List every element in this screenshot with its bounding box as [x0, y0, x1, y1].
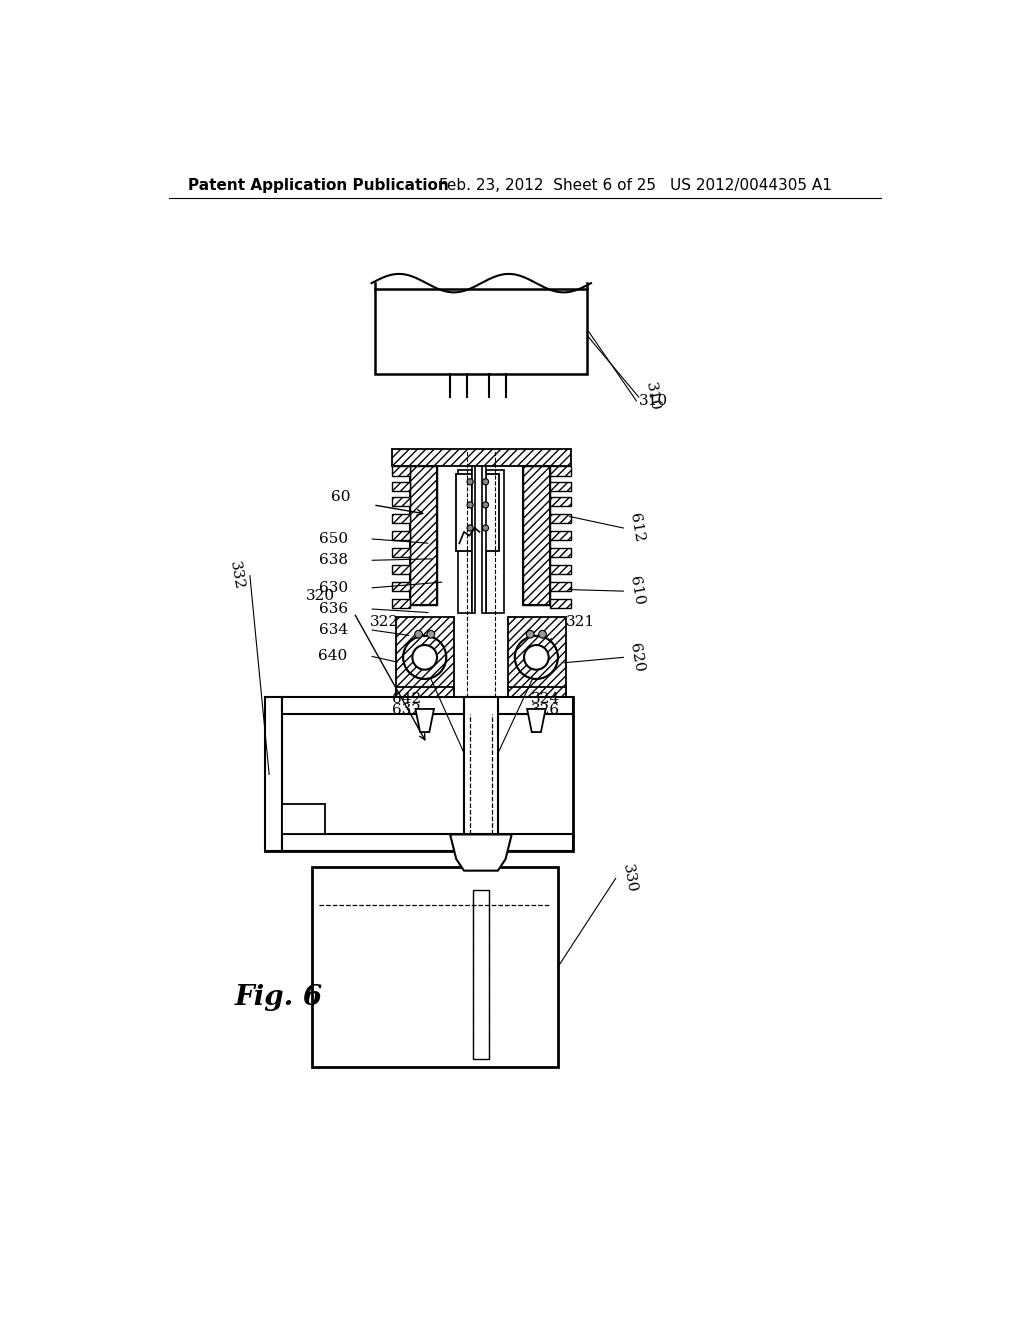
- Bar: [550, 531, 571, 540]
- Bar: [485, 470, 504, 612]
- Bar: [523, 466, 550, 605]
- Bar: [550, 582, 571, 591]
- Bar: [283, 834, 573, 851]
- Text: 321: 321: [565, 615, 595, 628]
- Bar: [523, 466, 550, 605]
- Bar: [392, 466, 410, 475]
- Text: 310: 310: [643, 381, 662, 413]
- Text: 642: 642: [392, 692, 422, 706]
- Bar: [550, 599, 571, 609]
- Text: Patent Application Publication: Patent Application Publication: [188, 178, 450, 193]
- Circle shape: [482, 502, 488, 508]
- Text: 322: 322: [370, 615, 398, 628]
- Circle shape: [413, 645, 437, 669]
- Bar: [482, 466, 485, 612]
- Bar: [265, 697, 283, 851]
- Bar: [392, 548, 410, 557]
- Text: 330: 330: [620, 863, 638, 894]
- Bar: [472, 466, 475, 612]
- Bar: [311, 867, 558, 1067]
- Bar: [457, 474, 472, 552]
- Bar: [392, 482, 410, 491]
- Bar: [550, 548, 571, 557]
- Text: 632: 632: [392, 704, 422, 718]
- Bar: [392, 599, 410, 609]
- Bar: [508, 616, 565, 689]
- Bar: [464, 697, 498, 834]
- Text: Feb. 23, 2012  Sheet 6 of 25: Feb. 23, 2012 Sheet 6 of 25: [438, 178, 655, 193]
- Text: 324: 324: [531, 692, 560, 706]
- Circle shape: [524, 645, 549, 669]
- Text: 310: 310: [639, 393, 668, 408]
- Text: 640: 640: [318, 649, 348, 663]
- Bar: [283, 697, 573, 714]
- Bar: [392, 531, 410, 540]
- Bar: [458, 470, 472, 612]
- Bar: [473, 890, 488, 1059]
- Bar: [550, 466, 571, 475]
- Bar: [283, 804, 325, 834]
- Circle shape: [415, 631, 422, 638]
- Circle shape: [467, 479, 473, 484]
- Text: 634: 634: [318, 623, 348, 636]
- Text: 320: 320: [305, 589, 335, 603]
- Bar: [550, 498, 571, 507]
- Bar: [392, 582, 410, 591]
- Circle shape: [526, 631, 535, 638]
- Circle shape: [539, 631, 547, 638]
- Bar: [550, 565, 571, 574]
- Bar: [392, 515, 410, 524]
- Bar: [484, 474, 500, 552]
- Bar: [410, 466, 437, 605]
- Circle shape: [515, 636, 558, 678]
- Text: 636: 636: [318, 602, 348, 616]
- Bar: [410, 466, 437, 605]
- Text: Fig. 6: Fig. 6: [234, 985, 323, 1011]
- Circle shape: [427, 631, 435, 638]
- Polygon shape: [451, 834, 512, 871]
- Circle shape: [403, 636, 446, 678]
- Text: 612: 612: [628, 512, 646, 544]
- Text: 610: 610: [628, 576, 646, 607]
- Text: US 2012/0044305 A1: US 2012/0044305 A1: [670, 178, 831, 193]
- Bar: [508, 688, 565, 701]
- Circle shape: [467, 525, 473, 531]
- Text: 326: 326: [531, 704, 560, 718]
- Circle shape: [467, 502, 473, 508]
- Bar: [376, 289, 587, 374]
- Bar: [265, 697, 573, 851]
- Text: 332: 332: [227, 560, 246, 591]
- Text: 620: 620: [628, 642, 646, 673]
- Bar: [396, 616, 454, 689]
- Bar: [550, 482, 571, 491]
- Text: 60: 60: [331, 490, 350, 504]
- Circle shape: [482, 479, 488, 484]
- Text: 650: 650: [318, 532, 348, 545]
- Bar: [396, 688, 454, 701]
- Bar: [396, 700, 565, 709]
- Text: 630: 630: [318, 581, 348, 595]
- Polygon shape: [416, 709, 434, 733]
- Bar: [392, 449, 571, 466]
- Circle shape: [482, 525, 488, 531]
- Bar: [550, 515, 571, 524]
- Bar: [392, 498, 410, 507]
- Polygon shape: [527, 709, 546, 733]
- Text: 638: 638: [318, 553, 348, 568]
- Bar: [392, 565, 410, 574]
